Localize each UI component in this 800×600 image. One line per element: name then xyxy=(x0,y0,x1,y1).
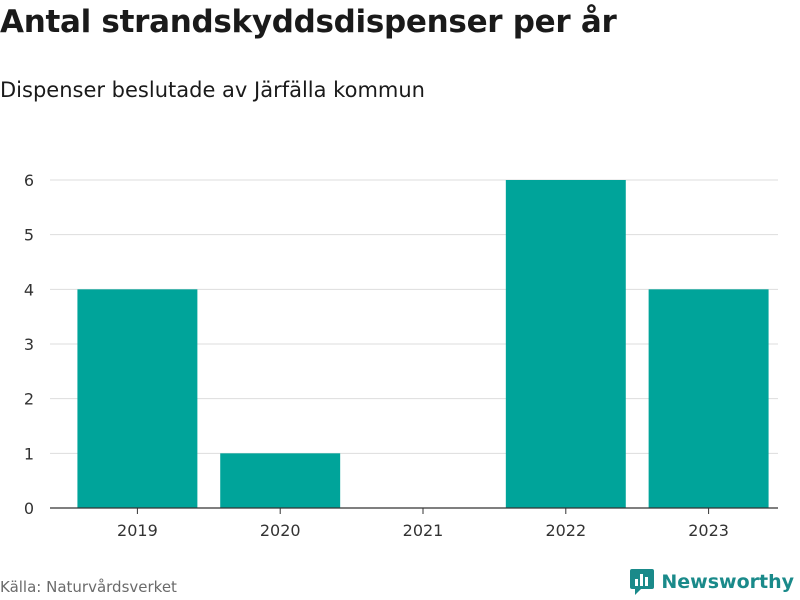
x-tick-label: 2022 xyxy=(545,521,586,540)
y-tick-label: 1 xyxy=(24,444,34,463)
y-tick-label: 0 xyxy=(24,499,34,518)
y-axis-tick-labels: 0 1 2 3 4 5 6 xyxy=(24,171,34,518)
x-tick-label: 2020 xyxy=(260,521,301,540)
brand-name: Newsworthy xyxy=(661,571,794,593)
y-tick-label: 2 xyxy=(24,390,34,409)
y-tick-label: 4 xyxy=(24,280,34,299)
newsworthy-logo: Newsworthy xyxy=(629,568,794,596)
bar-2020 xyxy=(220,453,340,508)
x-tick-label: 2023 xyxy=(688,521,729,540)
bar-2023 xyxy=(649,289,769,508)
newsworthy-logo-icon xyxy=(629,568,655,596)
y-tick-label: 3 xyxy=(24,335,34,354)
x-tick-label: 2019 xyxy=(117,521,158,540)
bar-2022 xyxy=(506,180,626,508)
bar-chart: 0 1 2 3 4 5 6 2019 2020 2021 2022 2023 xyxy=(0,0,800,560)
y-tick-label: 6 xyxy=(24,171,34,190)
source-note: Källa: Naturvårdsverket xyxy=(0,578,177,596)
x-axis-tick-labels: 2019 2020 2021 2022 2023 xyxy=(117,508,729,540)
y-tick-label: 5 xyxy=(24,226,34,245)
bar-2019 xyxy=(77,289,197,508)
x-tick-label: 2021 xyxy=(403,521,444,540)
